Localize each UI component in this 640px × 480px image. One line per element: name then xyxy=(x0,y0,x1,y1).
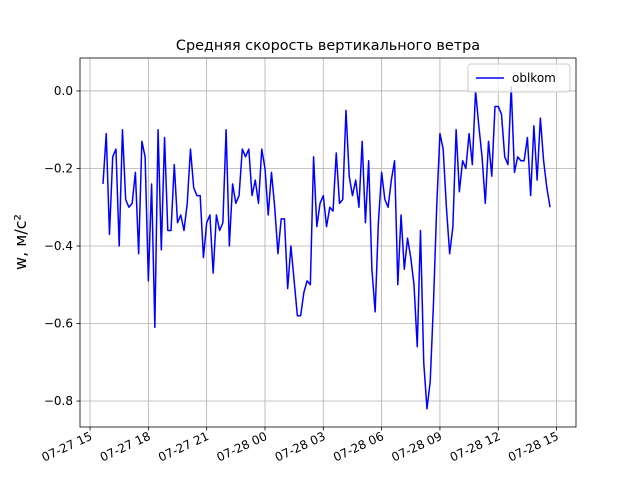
axes-frame xyxy=(79,57,577,428)
y-tick-label: −0.2 xyxy=(44,161,73,175)
y-tick-label: 0.0 xyxy=(54,84,73,98)
chart-title: Средняя скорость вертикального ветра xyxy=(176,38,480,54)
y-axis-label: w, м/с² xyxy=(11,214,30,270)
y-tick-label: −0.4 xyxy=(44,239,73,253)
legend-box xyxy=(467,63,571,93)
y-tick-label: −0.8 xyxy=(44,394,73,408)
legend-label: oblkom xyxy=(512,71,556,85)
y-tick-label: −0.6 xyxy=(44,317,73,331)
